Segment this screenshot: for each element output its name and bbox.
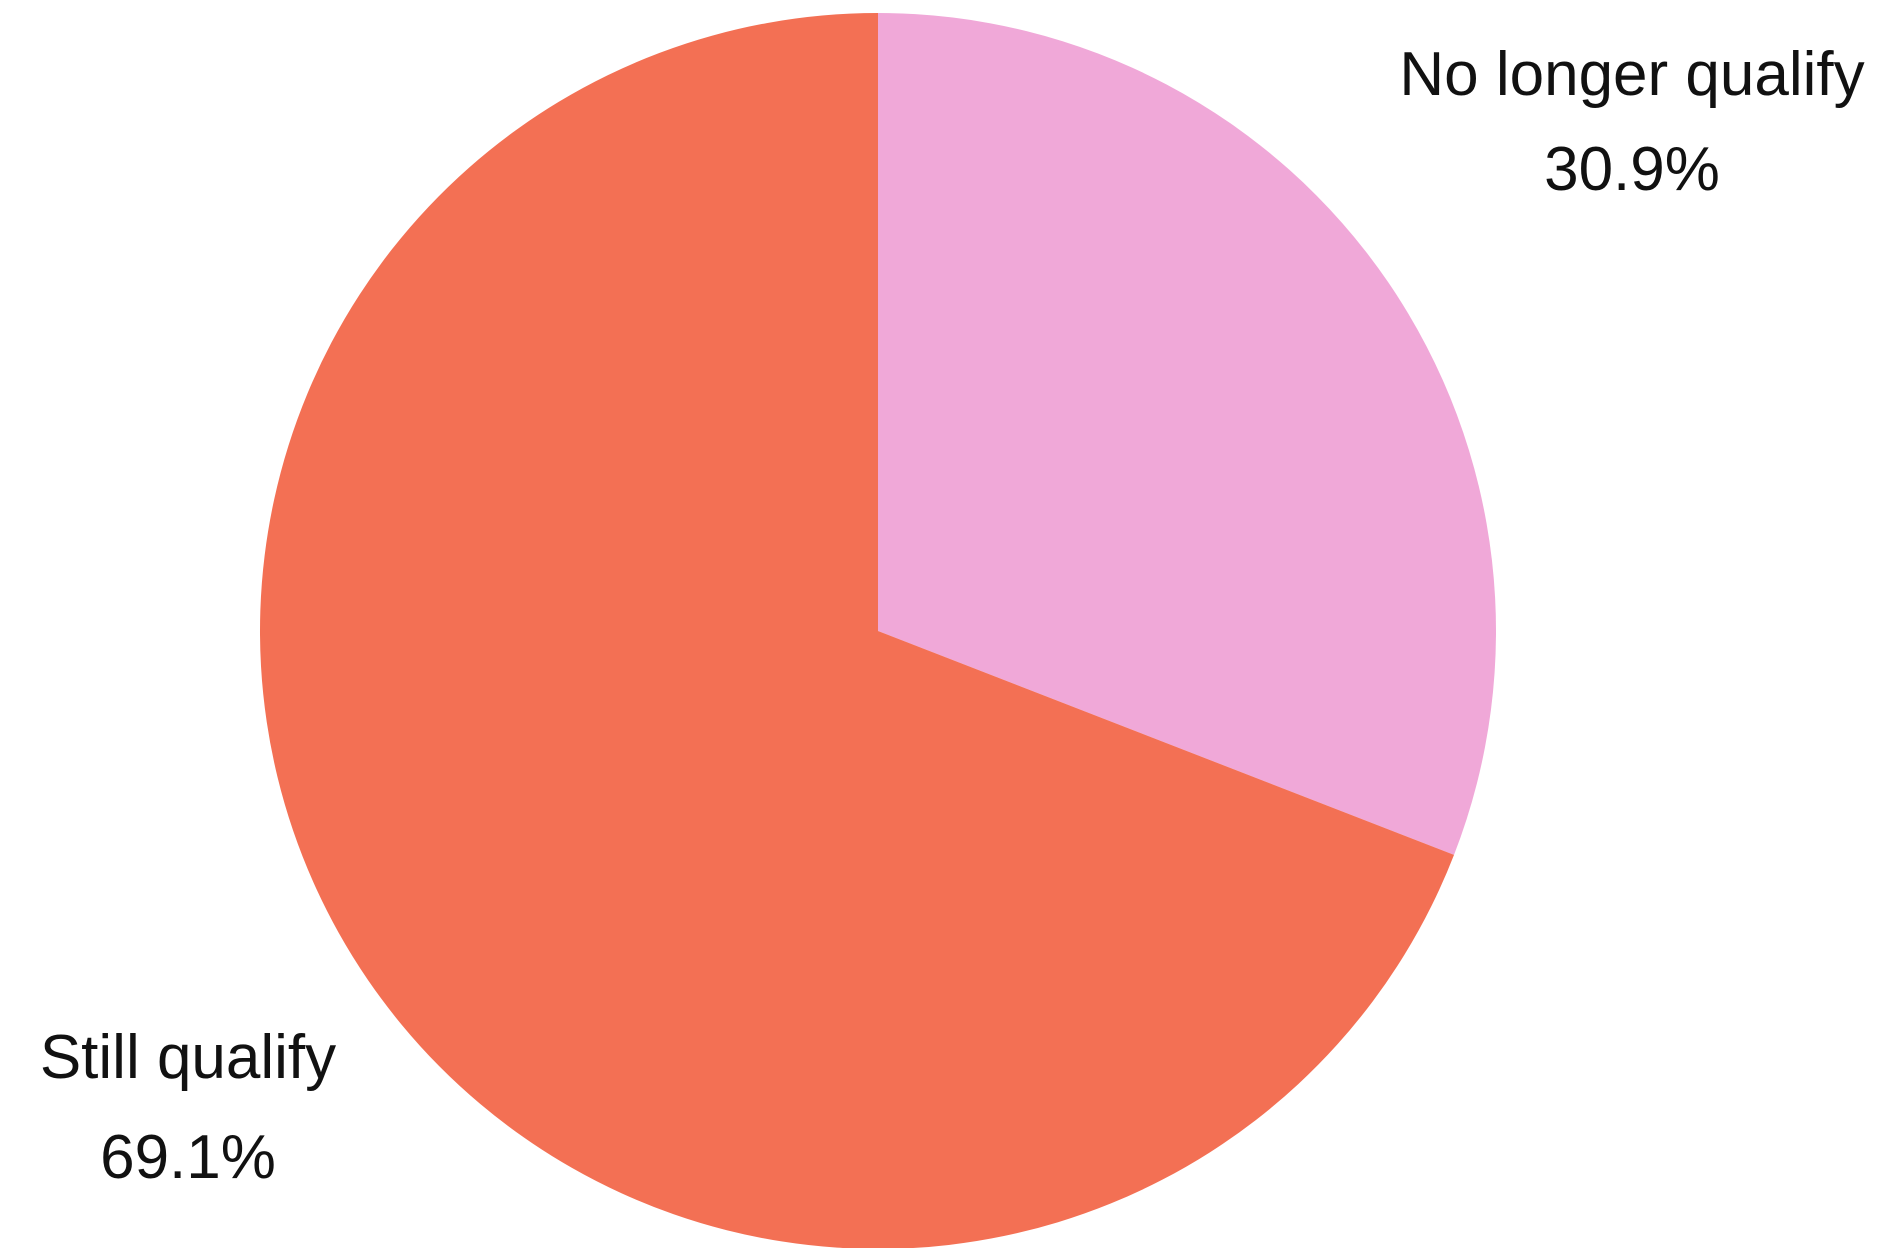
pie-slice-still-qualify: [260, 13, 1455, 1248]
slice-label-no-longer-qualify: No longer qualify: [1399, 40, 1864, 109]
slice-label-still-qualify: Still qualify: [40, 1023, 336, 1092]
pie-slice-no-longer-qualify: [878, 13, 1496, 855]
slice-value-no-longer-qualify: 30.9%: [1544, 135, 1720, 204]
slice-value-still-qualify: 69.1%: [100, 1123, 276, 1192]
pie-slices: [260, 13, 1496, 1248]
